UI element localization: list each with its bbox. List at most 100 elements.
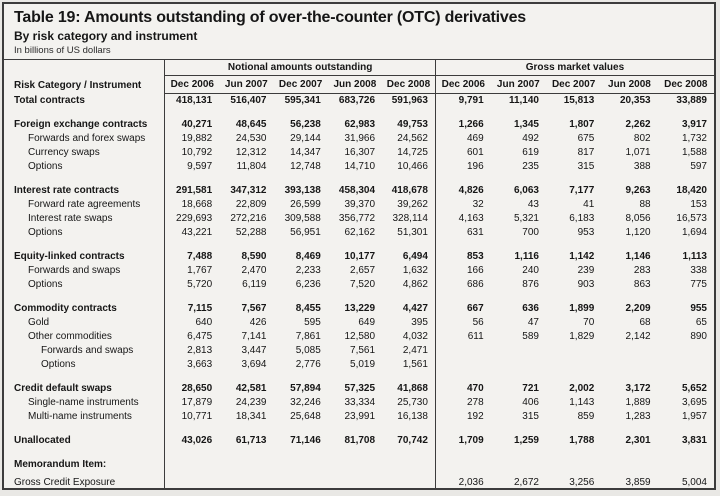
- gross-value-cell: [601, 344, 657, 358]
- gross-value-cell: 7,177: [569, 185, 595, 196]
- notional-value-cell: 7,561: [350, 345, 376, 356]
- table-row: Options 43,221 52,288 56,951 62,162 51,301 631…: [4, 226, 714, 240]
- notional-value-cell: 516,407: [230, 95, 267, 106]
- gross-value-cell: 2,209: [625, 303, 651, 314]
- notional-value-cell: 24,530: [235, 133, 267, 144]
- notional-value-cell: 8,469: [295, 251, 321, 262]
- row-label: Options: [4, 226, 166, 240]
- row-label: Commodity contracts: [4, 292, 166, 316]
- gross-value-cell: 33,889: [676, 95, 707, 106]
- notional-value-cell: 13,229: [344, 303, 376, 314]
- row-header-label: Risk Category / Instrument: [4, 59, 166, 94]
- notional-value-cell: 70,742: [382, 424, 436, 448]
- notional-value-cell: 6,494: [382, 240, 436, 264]
- notional-value-cell: 62,162: [344, 227, 376, 238]
- table-row: Other commodities 6,475 7,141 7,861 12,580 4,…: [4, 330, 714, 344]
- gross-value-cell: 802: [633, 133, 651, 144]
- gross-value-cell: 20,353: [619, 95, 651, 106]
- notional-value-cell: 71,146: [290, 435, 321, 446]
- gross-value-cell: 1,829: [569, 331, 595, 342]
- row-label: Equity-linked contracts: [4, 240, 166, 264]
- row-label: Options: [4, 160, 166, 174]
- notional-value-cell: 29,144: [290, 133, 321, 144]
- gross-value-cell: 192: [467, 411, 484, 422]
- notional-value-cell: 7,520: [350, 279, 376, 290]
- notional-value-cell: 42,581: [235, 383, 267, 394]
- gross-value-cell: [601, 358, 657, 372]
- notional-value-cell: 56,238: [290, 119, 321, 130]
- notional-value-cell: 2,657: [350, 265, 376, 276]
- gross-value-cell: 3,172: [625, 383, 651, 394]
- notional-value-cell: 4,427: [382, 292, 436, 316]
- notional-value-cell: [382, 472, 436, 488]
- gross-value-cell: 1,116: [514, 251, 539, 262]
- notional-value-cell: 3,694: [241, 359, 267, 370]
- table-row: Options 9,597 11,804 12,748 14,710 10,466 196 2…: [4, 160, 714, 174]
- gross-value-cell: 5,652: [681, 383, 707, 394]
- gross-value-cell: 16,573: [676, 213, 707, 224]
- notional-value-cell: 2,233: [295, 265, 321, 276]
- table-row: Forwards and forex swaps 19,882 24,530 29,1…: [4, 132, 714, 146]
- row-label: Forward rate agreements: [4, 198, 166, 212]
- notional-value-cell: 9,597: [187, 161, 213, 172]
- gross-value-cell: 5,321: [513, 213, 539, 224]
- notional-value-cell: 1,632: [382, 264, 436, 278]
- notional-value-cell: [165, 472, 219, 488]
- column-header: Dec 2008: [382, 75, 436, 94]
- gross-value-cell: 1,709: [458, 435, 484, 446]
- gross-value-cell: 1,694: [681, 227, 707, 238]
- date-header-row: Dec 2006 Jun 2007 Dec 2007 Jun 2008 Dec …: [4, 75, 714, 94]
- gross-value-cell: 611: [467, 331, 484, 342]
- notional-value-cell: 458,304: [338, 185, 376, 196]
- gross-value-cell: [658, 448, 714, 472]
- gross-value-cell: 4,826: [458, 185, 484, 196]
- gross-value-cell: 492: [522, 133, 539, 144]
- gross-value-cell: 283: [633, 265, 651, 276]
- table-row: Options 3,663 3,694 2,776 5,019 1,561: [4, 358, 714, 372]
- notional-value-cell: 25,730: [382, 396, 436, 410]
- notional-value-cell: 40,271: [181, 119, 213, 130]
- row-label: Forwards and swaps: [4, 344, 166, 358]
- gross-value-cell: 388: [633, 161, 651, 172]
- notional-value-cell: 3,663: [187, 359, 213, 370]
- notional-value-cell: 11,804: [236, 161, 267, 172]
- gross-value-cell: [546, 344, 601, 358]
- notional-value-cell: 5,720: [187, 279, 213, 290]
- notional-value-cell: 24,562: [382, 132, 436, 146]
- notional-value-cell: 272,216: [230, 213, 267, 224]
- gross-value-cell: 315: [522, 411, 539, 422]
- row-label: Forwards and swaps: [4, 264, 166, 278]
- notional-value-cell: 2,471: [382, 344, 436, 358]
- notional-value-cell: 418,131: [176, 95, 213, 106]
- gross-value-cell: 32: [472, 199, 484, 210]
- gross-value-cell: 2,002: [569, 383, 595, 394]
- notional-value-cell: 31,966: [344, 133, 376, 144]
- table-row: Interest rate contracts 291,581 347,312 393…: [4, 174, 714, 198]
- notional-value-cell: 6,236: [295, 279, 321, 290]
- gross-value-cell: 1,146: [625, 251, 651, 262]
- notional-value-cell: 309,588: [284, 213, 321, 224]
- gross-value-cell: [658, 358, 714, 372]
- gross-value-cell: 65: [695, 317, 707, 328]
- gross-value-cell: 15,813: [563, 95, 595, 106]
- notional-value-cell: 6,475: [187, 331, 213, 342]
- gross-value-cell: 196: [467, 161, 484, 172]
- notional-value-cell: 7,567: [241, 303, 267, 314]
- gross-value-cell: [435, 344, 490, 358]
- gross-value-cell: 589: [522, 331, 539, 342]
- table-row: Credit default swaps 28,650 42,581 57,894 57…: [4, 372, 714, 396]
- notional-value-cell: 4,862: [382, 278, 436, 292]
- notional-value-cell: 14,347: [290, 147, 321, 158]
- table-row: Foreign exchange contracts 40,271 48,645 56…: [4, 108, 714, 132]
- notional-value-cell: 61,713: [235, 435, 267, 446]
- notional-value-cell: 595,341: [284, 95, 321, 106]
- gross-value-cell: 1,345: [513, 119, 539, 130]
- table-row: Single-name instruments 17,879 24,239 32,24…: [4, 396, 714, 410]
- gross-value-cell: 278: [467, 397, 484, 408]
- page-title: Table 19: Amounts outstanding of over-th…: [14, 9, 526, 26]
- notional-value-cell: [382, 448, 436, 472]
- notional-value-cell: 16,138: [382, 410, 436, 424]
- row-label: Options: [4, 358, 166, 372]
- table-row: Currency swaps 10,792 12,312 14,347 16,307 14…: [4, 146, 714, 160]
- notional-value-cell: [219, 448, 273, 472]
